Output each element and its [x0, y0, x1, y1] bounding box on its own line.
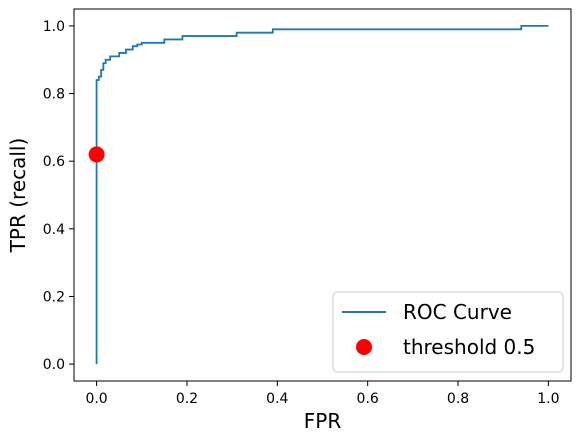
x-tick-label: 0.2	[176, 391, 198, 407]
x-axis-label: FPR	[304, 409, 342, 433]
series-layer	[88, 25, 549, 365]
legend: ROC Curve threshold 0.5	[332, 291, 564, 373]
ticks-layer: 0.0 0.2 0.4 0.6 0.8 1.0 0.0 0.2 0.4 0.6 0.8 1.0	[43, 19, 560, 407]
y-tick-label: 0.0	[43, 357, 65, 373]
legend-label-threshold: threshold 0.5	[403, 335, 535, 359]
x-tick-label: 0.8	[447, 391, 469, 407]
legend-label-roc-curve: ROC Curve	[403, 300, 512, 324]
legend-box	[332, 291, 564, 373]
y-tick-label: 0.2	[43, 289, 65, 305]
x-tick-label: 0.0	[85, 391, 107, 407]
x-tick-label: 0.4	[266, 391, 288, 407]
legend-marker-swatch	[356, 339, 372, 355]
x-tick-label: 1.0	[537, 391, 559, 407]
roc-curve-line	[95, 25, 549, 365]
y-axis-label: TPR (recall)	[6, 138, 30, 254]
y-tick-label: 0.8	[43, 87, 65, 103]
y-tick-label: 0.6	[43, 154, 65, 170]
plot-frame	[73, 8, 572, 382]
y-tick-label: 0.4	[43, 222, 65, 238]
threshold-marker	[88, 146, 105, 163]
y-tick-label: 1.0	[43, 19, 65, 35]
x-tick-label: 0.6	[357, 391, 379, 407]
